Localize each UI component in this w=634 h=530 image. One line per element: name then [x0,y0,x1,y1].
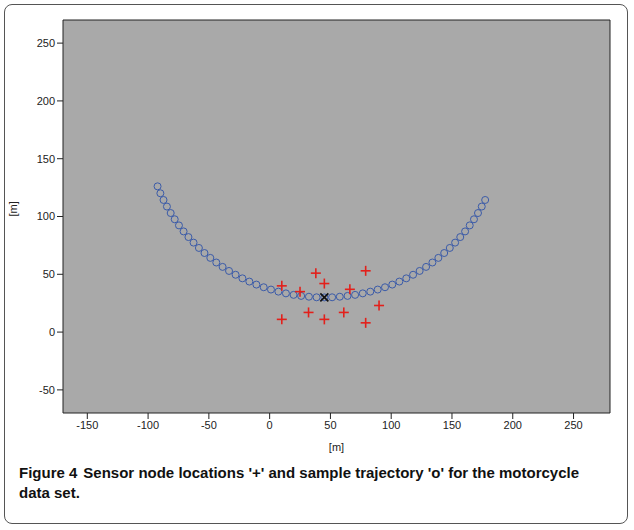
svg-text:-50: -50 [201,419,217,431]
html-text:Figure 4 Sensor node locations: Figure 4 Sensor node locations '+' and s… [19,464,579,501]
svg-text:150: 150 [37,153,55,165]
svg-text:0: 0 [49,326,55,338]
svg-text:100: 100 [37,210,55,222]
svg-text:100: 100 [382,419,400,431]
svg-text:[m]: [m] [329,441,344,453]
svg-text:50: 50 [43,268,55,280]
svg-text:-150: -150 [76,419,98,431]
svg-text:[m]: [m] [7,201,19,216]
svg-text:200: 200 [37,95,55,107]
svg-text:-100: -100 [137,419,159,431]
svg-text:250: 250 [564,419,582,431]
svg-text:250: 250 [37,37,55,49]
svg-text:50: 50 [324,419,336,431]
svg-text:-50: -50 [39,384,55,396]
svg-text:200: 200 [504,419,522,431]
svg-text:150: 150 [443,419,461,431]
svg-text:0: 0 [267,419,273,431]
